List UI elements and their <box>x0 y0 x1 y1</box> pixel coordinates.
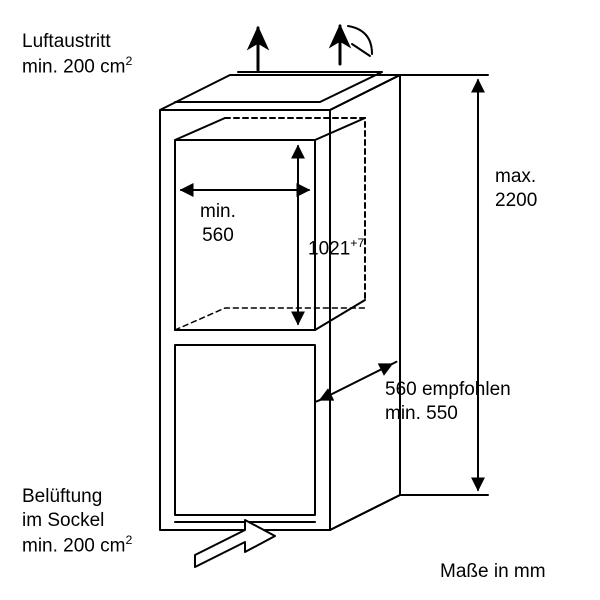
vent-line2: im Sockel <box>22 510 104 531</box>
label-width: min. 560 <box>200 200 236 248</box>
label-niche-height: 1021+7 <box>308 236 364 261</box>
air-out-line2: min. 200 cm <box>22 56 125 77</box>
niche-tol: +7 <box>350 236 364 250</box>
label-max-height: max. 2200 <box>495 165 537 213</box>
vent-line1: Belüftung <box>22 486 102 507</box>
depth-line1: 560 empfohlen <box>385 379 511 400</box>
label-depth: 560 empfohlen min. 550 <box>385 378 511 426</box>
units-text: Maße in mm <box>440 561 546 582</box>
label-air-outlet: Luftaustritt min. 200 cm2 <box>22 30 132 79</box>
max-line1: max. <box>495 166 536 187</box>
label-socket-vent: Belüftung im Sockel min. 200 cm2 <box>22 485 132 558</box>
depth-line2: min. 550 <box>385 403 458 424</box>
niche-h: 1021 <box>308 238 350 259</box>
sup-2a: 2 <box>125 54 132 68</box>
width-line1: min. <box>200 201 236 222</box>
air-out-line1: Luftaustritt <box>22 31 111 52</box>
width-line2: 560 <box>202 225 234 246</box>
vent-line3: min. 200 cm <box>22 535 125 556</box>
max-line2: 2200 <box>495 190 537 211</box>
sup-2b: 2 <box>125 533 132 547</box>
label-units: Maße in mm <box>440 560 546 584</box>
